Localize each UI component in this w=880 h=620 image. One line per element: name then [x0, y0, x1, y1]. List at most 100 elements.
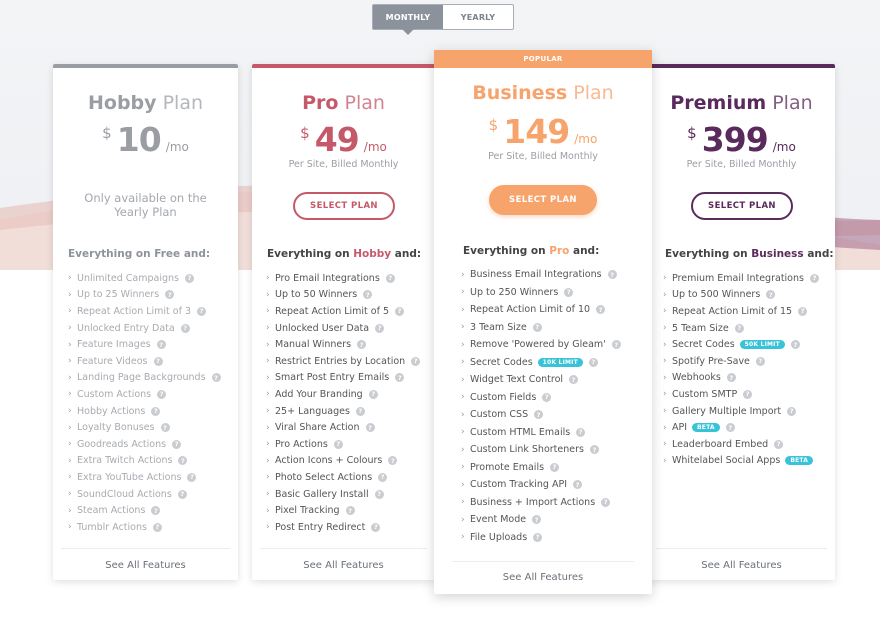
monthly-toggle-option[interactable]: MONTHLY: [373, 5, 443, 35]
feature-label: Unlocked User Data: [275, 322, 370, 334]
help-icon[interactable]: ?: [156, 340, 166, 350]
select-plan-button[interactable]: SELECT PLAN: [691, 192, 793, 220]
plan-name: Hobby: [87, 92, 157, 114]
help-icon[interactable]: ?: [589, 445, 599, 455]
chevron-right-icon: ›: [266, 505, 270, 516]
help-icon[interactable]: ?: [152, 522, 162, 532]
help-icon[interactable]: ?: [395, 373, 405, 383]
everything-on-heading: Everything on Hobby and:: [267, 248, 421, 260]
help-icon[interactable]: ?: [184, 273, 194, 283]
heading-ref: Pro: [549, 245, 570, 257]
help-icon[interactable]: ?: [151, 406, 161, 416]
see-all-features-link[interactable]: See All Features: [105, 560, 186, 571]
help-icon[interactable]: ?: [532, 515, 542, 525]
help-icon[interactable]: ?: [601, 497, 611, 507]
help-icon[interactable]: ?: [755, 356, 765, 366]
see-all-features-link[interactable]: See All Features: [303, 560, 384, 571]
chevron-right-icon: ›: [663, 372, 667, 383]
feature-item: › Basic Gallery Install?: [266, 486, 420, 503]
help-icon[interactable]: ?: [533, 532, 543, 542]
feature-item: › Webhooks?: [663, 370, 819, 387]
help-icon[interactable]: ?: [542, 392, 552, 402]
help-icon[interactable]: ?: [371, 522, 381, 532]
help-icon[interactable]: ?: [395, 306, 405, 316]
price-amount: 149: [503, 112, 570, 151]
help-icon[interactable]: ?: [187, 472, 197, 482]
feature-label: Event Mode: [470, 514, 527, 526]
help-icon[interactable]: ?: [809, 273, 819, 283]
chevron-right-icon: ›: [461, 479, 465, 490]
help-icon[interactable]: ?: [569, 375, 579, 385]
help-icon[interactable]: ?: [172, 439, 182, 449]
feature-label: Custom Link Shorteners: [470, 444, 584, 456]
chevron-right-icon: ›: [663, 323, 667, 334]
help-icon[interactable]: ?: [588, 357, 598, 367]
plan-suffix: Plan: [344, 92, 385, 114]
help-icon[interactable]: ?: [365, 423, 375, 433]
feature-label: Business + Import Actions: [470, 496, 596, 508]
help-icon[interactable]: ?: [355, 406, 365, 416]
help-icon[interactable]: ?: [153, 356, 163, 366]
see-all-features-link[interactable]: See All Features: [502, 572, 584, 583]
feature-label: Steam Actions: [77, 505, 146, 517]
help-icon[interactable]: ?: [368, 389, 378, 399]
help-icon[interactable]: ?: [178, 456, 188, 466]
help-icon[interactable]: ?: [743, 389, 753, 399]
help-icon[interactable]: ?: [564, 287, 574, 297]
help-icon[interactable]: ?: [165, 290, 175, 300]
help-icon[interactable]: ?: [177, 489, 187, 499]
help-icon[interactable]: ?: [725, 423, 735, 433]
feature-item: › Leaderboard Embed?: [663, 436, 819, 453]
select-plan-button[interactable]: SELECT PLAN: [293, 192, 395, 220]
yearly-toggle-option[interactable]: YEARLY: [460, 12, 496, 22]
help-icon[interactable]: ?: [734, 323, 744, 333]
feature-item: › Repeat Action Limit of 15?: [663, 303, 819, 320]
help-icon[interactable]: ?: [157, 389, 167, 399]
plan-suffix: Plan: [573, 82, 614, 104]
help-icon[interactable]: ?: [345, 506, 355, 516]
help-icon[interactable]: ?: [596, 305, 606, 315]
help-icon[interactable]: ?: [160, 423, 170, 433]
help-icon[interactable]: ?: [211, 373, 221, 383]
help-icon[interactable]: ?: [375, 323, 385, 333]
help-icon[interactable]: ?: [388, 456, 398, 466]
help-icon[interactable]: ?: [790, 340, 800, 350]
plan-price: $ 10 /mo: [53, 120, 238, 159]
help-icon[interactable]: ?: [550, 462, 560, 472]
help-icon[interactable]: ?: [774, 439, 784, 449]
help-icon[interactable]: ?: [573, 480, 583, 490]
help-icon[interactable]: ?: [532, 322, 542, 332]
help-icon[interactable]: ?: [766, 290, 776, 300]
help-icon[interactable]: ?: [151, 506, 161, 516]
help-icon[interactable]: ?: [576, 427, 586, 437]
chevron-right-icon: ›: [663, 273, 667, 284]
help-icon[interactable]: ?: [374, 489, 384, 499]
help-icon[interactable]: ?: [607, 270, 617, 280]
help-icon[interactable]: ?: [611, 340, 621, 350]
help-icon[interactable]: ?: [378, 472, 388, 482]
feature-item: › Widget Text Control?: [461, 371, 621, 389]
help-icon[interactable]: ?: [197, 306, 207, 316]
select-plan-button[interactable]: SELECT PLAN: [489, 185, 597, 215]
help-icon[interactable]: ?: [726, 373, 736, 383]
help-icon[interactable]: ?: [411, 356, 421, 366]
help-icon[interactable]: ?: [333, 439, 343, 449]
see-all-features-link[interactable]: See All Features: [701, 560, 782, 571]
help-icon[interactable]: ?: [357, 340, 367, 350]
help-icon[interactable]: ?: [798, 306, 808, 316]
currency-symbol: $: [300, 124, 310, 142]
chevron-right-icon: ›: [266, 455, 270, 466]
unavailable-note: Only available on the Yearly Plan: [84, 191, 207, 219]
feature-label: Custom HTML Emails: [470, 426, 571, 438]
chevron-right-icon: ›: [266, 422, 270, 433]
help-icon[interactable]: ?: [385, 273, 395, 283]
help-icon[interactable]: ?: [363, 290, 373, 300]
help-icon[interactable]: ?: [787, 406, 797, 416]
help-icon[interactable]: ?: [534, 410, 544, 420]
plan-name: Premium: [670, 92, 767, 114]
chevron-right-icon: ›: [68, 455, 72, 466]
plan-name: Pro: [302, 92, 339, 114]
chevron-right-icon: ›: [461, 427, 465, 438]
help-icon[interactable]: ?: [180, 323, 190, 333]
feature-item: › Whitelabel Social Apps BETA: [663, 453, 819, 470]
